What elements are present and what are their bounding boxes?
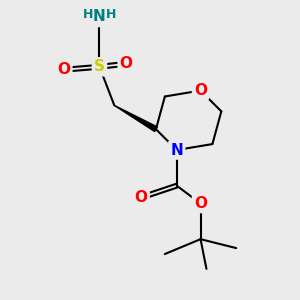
Text: S: S	[94, 59, 105, 74]
Text: N: N	[170, 142, 183, 158]
Text: H: H	[106, 8, 116, 21]
Text: H: H	[82, 8, 93, 21]
Polygon shape	[114, 105, 157, 131]
Text: O: O	[120, 56, 133, 71]
Text: O: O	[57, 62, 70, 77]
Text: N: N	[93, 9, 106, 24]
Text: O: O	[194, 83, 207, 98]
Text: O: O	[135, 190, 148, 205]
Text: O: O	[194, 196, 207, 211]
